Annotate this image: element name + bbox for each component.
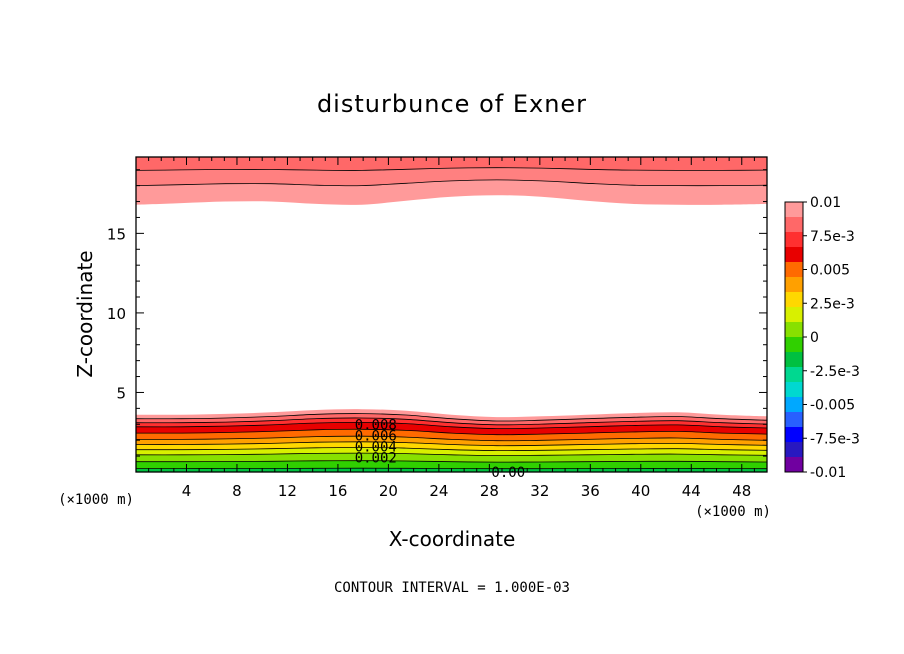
bottom-contour-line-3 — [135, 421, 768, 430]
y-unit-label: (×1000 m) — [58, 492, 134, 508]
bottom-contour-line-4 — [136, 428, 768, 436]
contour-label-1: 0.006 — [355, 428, 397, 444]
colorbar-segment-11 — [785, 367, 803, 383]
plot-area — [135, 157, 768, 472]
colorbar-segment-12 — [785, 382, 803, 398]
colorbar-label-4: 0 — [810, 330, 819, 346]
colorbar-segment-16 — [785, 442, 803, 458]
x-tick-label-44: 44 — [682, 482, 701, 500]
x-tick-label-12: 12 — [278, 482, 297, 500]
top-contour-line-1 — [135, 179, 768, 187]
bottom-contour-line-7 — [136, 447, 768, 452]
x-tick-label-4: 4 — [182, 482, 192, 500]
x-tick-label-16: 16 — [328, 482, 347, 500]
x-unit-label: (×1000 m) — [695, 504, 771, 520]
y-tick-label-10: 10 — [107, 305, 126, 323]
colorbar-label-1: 7.5e-3 — [810, 229, 855, 245]
colorbar-segment-5 — [785, 277, 803, 293]
x-tick-label-24: 24 — [429, 482, 448, 500]
x-tick-label-40: 40 — [631, 482, 650, 500]
contour-label-2: 0.004 — [355, 440, 397, 456]
bottom-contour-line-6 — [135, 441, 768, 447]
bottom-contour-line-5 — [136, 435, 768, 442]
colorbar: 0.01 7.5e-3 0.005 2.5e-3 0 -2.5e-3 -0.005 -7.5e… — [784, 195, 860, 481]
y-tick-label-5: 5 — [116, 384, 126, 402]
colorbar-segment-13 — [785, 397, 803, 413]
colorbar-segment-7 — [785, 307, 803, 323]
y-tick-label-15: 15 — [107, 225, 126, 243]
colorbar-label-3: 2.5e-3 — [810, 296, 855, 312]
colorbar-segment-17 — [785, 457, 803, 473]
bottom-contour-line-9 — [135, 460, 768, 463]
colorbar-segment-2 — [785, 232, 803, 248]
contour-label-3: 0.002 — [355, 451, 397, 467]
colorbar-segment-9 — [785, 337, 803, 353]
colorbar-segment-10 — [785, 352, 803, 368]
contour-interval-note: CONTOUR INTERVAL = 1.000E-03 — [334, 580, 570, 596]
x-tick-label-48: 48 — [732, 482, 751, 500]
x-tick-label-28: 28 — [480, 482, 499, 500]
colorbar-label-8: -0.01 — [810, 465, 846, 481]
x-tick-label-8: 8 — [232, 482, 242, 500]
colorbar-label-6: -0.005 — [810, 398, 855, 414]
chart-title: disturbunce of Exner — [317, 90, 587, 118]
colorbar-label-7: -7.5e-3 — [810, 431, 860, 447]
top-band-2 — [136, 157, 767, 171]
x-axis-label: X-coordinate — [389, 527, 516, 551]
colorbar-segment-1 — [785, 217, 803, 233]
colorbar-segment-0 — [785, 202, 803, 218]
colorbar-segment-8 — [785, 322, 803, 338]
colorbar-segment-15 — [785, 427, 803, 443]
bottom-contour-line-2 — [135, 417, 768, 426]
colorbar-segment-4 — [785, 262, 803, 278]
x-tick-label-20: 20 — [379, 482, 398, 500]
top-contour-line-2 — [135, 167, 768, 171]
contour-label-0: 0.008 — [355, 417, 397, 433]
y-axis-label: Z-coordinate — [73, 250, 97, 377]
contour-label-4: 0.00 — [491, 465, 525, 481]
colorbar-label-5: -2.5e-3 — [810, 364, 860, 380]
x-tick-label-32: 32 — [530, 482, 549, 500]
colorbar-segment-14 — [785, 412, 803, 428]
bottom-contour-line-8 — [135, 452, 768, 456]
colorbar-segment-6 — [785, 292, 803, 308]
bottom-contour-line-1 — [135, 413, 768, 422]
colorbar-segment-3 — [785, 247, 803, 263]
x-tick-label-36: 36 — [581, 482, 600, 500]
colorbar-label-2: 0.005 — [810, 263, 850, 279]
colorbar-label-0: 0.01 — [810, 195, 841, 211]
